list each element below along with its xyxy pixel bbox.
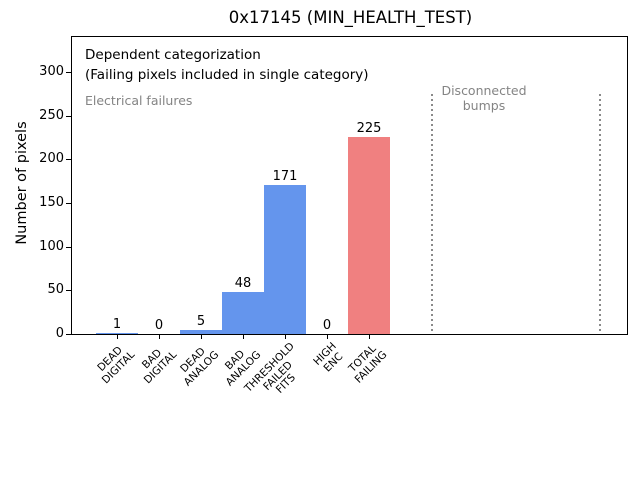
- x-tick-label-total-failing: TOTAL FAILING: [346, 342, 389, 386]
- y-tick-label-150: 150: [39, 195, 64, 210]
- x-tick-mark-dead-digital: [117, 335, 118, 339]
- region-separator-dotted-line-1: [431, 94, 433, 334]
- y-tick-label-300: 300: [39, 64, 64, 79]
- annotation-electrical-failures: Electrical failures: [85, 93, 193, 108]
- x-tick-mark-threshold-failed-fits: [285, 335, 286, 339]
- x-tick-label-dead-digital: DEAD DIGITAL: [95, 344, 137, 386]
- y-tick-mark-300: [66, 72, 71, 73]
- x-tick-label-dead-analog: DEAD ANALOG: [178, 345, 221, 389]
- y-axis-label: Number of pixels: [14, 121, 30, 245]
- y-tick-label-200: 200: [39, 151, 64, 166]
- y-tick-label-250: 250: [39, 108, 64, 123]
- bar-value-label-bad-digital: 0: [154, 318, 164, 333]
- x-tick-mark-total-failing: [369, 335, 370, 339]
- bar-dead-analog: [180, 330, 222, 334]
- x-tick-mark-bad-analog: [243, 335, 244, 339]
- y-tick-mark-0: [66, 334, 71, 335]
- y-tick-mark-50: [66, 290, 71, 291]
- bar-value-label-dead-digital: 1: [112, 317, 122, 332]
- bar-bad-analog: [222, 292, 264, 334]
- bar-value-label-high-enc: 0: [322, 318, 332, 333]
- x-tick-label-bad-digital: BAD DIGITAL: [139, 346, 179, 386]
- x-tick-mark-high-enc: [327, 335, 328, 339]
- annotation-dependent-categorization: Dependent categorization (Failing pixels…: [85, 47, 369, 83]
- annotation-disconnected-bumps: Disconnected bumps: [441, 83, 527, 113]
- bar-value-label-threshold-failed-fits: 171: [272, 169, 298, 184]
- y-tick-mark-200: [66, 159, 71, 160]
- bar-threshold-failed-fits: [264, 185, 306, 334]
- bar-value-label-dead-analog: 5: [196, 314, 206, 329]
- y-tick-label-0: 0: [55, 326, 64, 341]
- y-tick-mark-100: [66, 247, 71, 248]
- x-tick-label-high-enc: HIGH ENC: [311, 340, 346, 375]
- chart-title: 0x17145 (MIN_HEALTH_TEST): [228, 8, 473, 27]
- region-separator-dotted-line-2: [599, 94, 601, 334]
- x-tick-mark-bad-digital: [159, 335, 160, 339]
- y-tick-label-50: 50: [47, 282, 64, 297]
- bar-dead-digital: [96, 333, 138, 334]
- plot-area: Dependent categorization (Failing pixels…: [71, 36, 628, 335]
- y-tick-mark-250: [66, 116, 71, 117]
- bar-value-label-total-failing: 225: [356, 121, 382, 136]
- bar-value-label-bad-analog: 48: [234, 276, 252, 291]
- y-tick-label-100: 100: [39, 239, 64, 254]
- x-tick-mark-dead-analog: [201, 335, 202, 339]
- bar-total-failing: [348, 137, 390, 334]
- y-tick-mark-150: [66, 203, 71, 204]
